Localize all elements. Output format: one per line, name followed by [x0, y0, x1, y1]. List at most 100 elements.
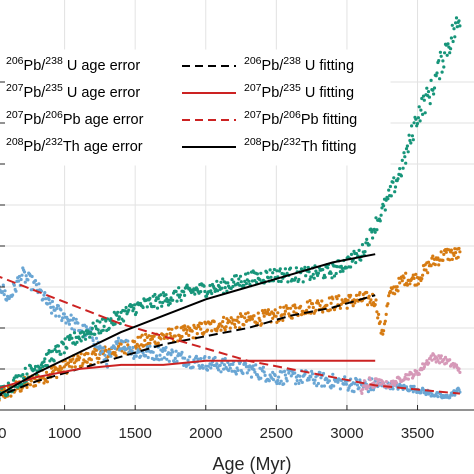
point — [173, 356, 177, 360]
point — [168, 301, 172, 305]
point — [33, 364, 38, 369]
point — [271, 316, 275, 320]
legend-box — [0, 49, 391, 166]
point — [52, 359, 56, 363]
point — [285, 379, 289, 383]
point — [119, 342, 123, 346]
point — [56, 304, 61, 308]
point — [161, 349, 165, 353]
point — [402, 151, 406, 155]
point — [262, 314, 266, 318]
point — [14, 289, 18, 293]
point — [378, 219, 382, 223]
point — [108, 350, 112, 354]
series-1 — [0, 266, 462, 400]
point — [2, 293, 6, 297]
point — [243, 316, 247, 320]
point — [2, 387, 6, 391]
point — [406, 377, 410, 381]
fit-line-0 — [0, 294, 376, 397]
point — [66, 361, 71, 365]
point — [68, 333, 72, 337]
point — [294, 382, 298, 386]
point — [395, 285, 399, 289]
point — [458, 370, 462, 374]
point — [202, 284, 206, 288]
point — [412, 373, 416, 377]
point — [315, 384, 319, 388]
point — [207, 355, 211, 360]
point — [50, 349, 55, 353]
point — [362, 379, 366, 383]
point — [404, 271, 408, 275]
legend-text: Pb/ — [24, 139, 47, 155]
point — [61, 316, 65, 320]
point — [425, 359, 429, 363]
point — [322, 384, 326, 388]
point — [230, 369, 234, 373]
point — [387, 188, 391, 192]
point — [346, 298, 350, 302]
point — [311, 305, 315, 310]
point — [174, 289, 178, 294]
point — [42, 293, 46, 297]
point — [316, 381, 320, 386]
point — [443, 355, 448, 359]
point — [398, 377, 402, 381]
point — [427, 95, 431, 99]
point — [176, 293, 180, 297]
legend-text: Pb/ — [262, 58, 285, 74]
point — [300, 380, 304, 384]
fit-line-2 — [0, 275, 460, 395]
point — [180, 334, 184, 339]
point — [426, 90, 431, 94]
point — [184, 331, 188, 335]
point — [340, 266, 344, 270]
point — [298, 374, 302, 378]
series-2 — [359, 352, 462, 395]
point — [416, 116, 420, 120]
point — [318, 371, 322, 375]
point — [33, 367, 37, 371]
point — [116, 310, 120, 314]
point — [294, 266, 298, 270]
point — [228, 326, 232, 330]
point — [255, 272, 259, 276]
point — [153, 292, 157, 297]
point — [136, 335, 140, 339]
point — [185, 283, 189, 287]
point — [449, 47, 453, 51]
point — [160, 357, 164, 361]
point — [44, 297, 48, 301]
legend-superscript: 235 — [283, 82, 301, 94]
point — [256, 311, 260, 315]
point — [62, 312, 66, 316]
point — [436, 395, 440, 399]
point — [237, 277, 241, 281]
point — [310, 302, 315, 306]
point — [234, 274, 238, 278]
point — [209, 289, 213, 293]
point — [224, 325, 228, 329]
point — [421, 273, 425, 277]
point — [378, 320, 382, 324]
point — [265, 270, 269, 274]
x-tick-label-6: 3500 — [401, 425, 434, 442]
point — [74, 317, 78, 321]
point — [231, 362, 235, 366]
point — [140, 333, 144, 337]
point — [215, 362, 219, 366]
point — [409, 141, 413, 145]
point — [71, 357, 75, 361]
point — [381, 332, 385, 336]
point — [97, 347, 101, 351]
legend-text: Pb/ — [24, 85, 47, 101]
point — [349, 293, 353, 297]
point — [171, 298, 175, 302]
point — [431, 88, 435, 92]
point — [20, 273, 24, 277]
point — [299, 304, 303, 308]
point — [444, 361, 448, 365]
point — [131, 345, 135, 350]
point — [26, 278, 30, 282]
